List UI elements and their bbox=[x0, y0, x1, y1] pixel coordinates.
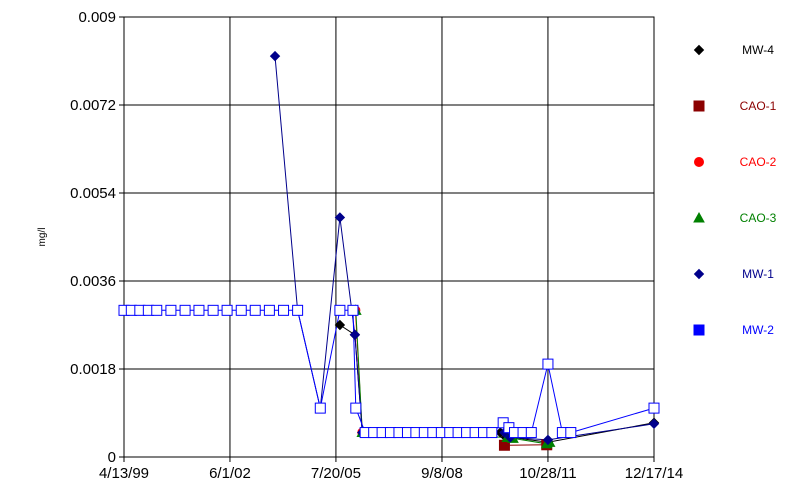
y-tick-label: 0 bbox=[108, 449, 116, 466]
y-axis-label: mg/l bbox=[37, 228, 48, 247]
y-tick-label: 0.0018 bbox=[70, 361, 116, 378]
y-tick-label: 0.009 bbox=[78, 9, 116, 26]
data-point-mw-2 bbox=[648, 402, 660, 414]
legend-label: MW-2 bbox=[742, 323, 774, 337]
x-tick-label: 7/20/05 bbox=[311, 465, 361, 482]
x-tick-label: 6/1/02 bbox=[209, 465, 251, 482]
data-point-mw-2 bbox=[278, 304, 290, 316]
legend-marker-cao-3 bbox=[693, 211, 705, 223]
series-lines bbox=[124, 56, 655, 446]
series-line-mw-4 bbox=[339, 324, 655, 443]
legend-marker-mw-1 bbox=[693, 268, 705, 280]
legend-label: CAO-1 bbox=[740, 99, 777, 113]
data-point-mw-1 bbox=[349, 329, 361, 340]
series-markers bbox=[118, 50, 660, 451]
data-point-mw-2 bbox=[525, 427, 537, 439]
y-axis-ticks: 0 0.0018 0.0036 0.0054 0.0072 0.009 bbox=[70, 9, 124, 466]
y-tick-label: 0.0054 bbox=[70, 185, 116, 202]
gridlines bbox=[124, 17, 654, 457]
data-point-mw-2 bbox=[235, 304, 247, 316]
data-point-mw-2 bbox=[347, 304, 359, 316]
series-line-mw-2 bbox=[124, 309, 655, 434]
data-point-mw-2 bbox=[151, 304, 163, 316]
data-point-mw-4 bbox=[334, 319, 346, 331]
data-point-mw-2 bbox=[486, 427, 498, 439]
data-point-mw-2 bbox=[207, 304, 219, 316]
data-point-mw-2 bbox=[193, 304, 205, 316]
data-point-mw-2 bbox=[179, 304, 191, 316]
y-tick-label: 0.0072 bbox=[70, 97, 116, 114]
data-point-mw-2 bbox=[542, 358, 554, 370]
legend-label: CAO-2 bbox=[740, 155, 777, 169]
x-tick-label: 4/13/99 bbox=[99, 465, 149, 482]
series-line-cao-3 bbox=[355, 310, 550, 445]
series-line-cao-1 bbox=[504, 444, 547, 446]
data-point-mw-2 bbox=[314, 402, 326, 414]
data-point-mw-2 bbox=[334, 304, 346, 316]
x-axis-ticks: 4/13/99 6/1/02 7/20/05 9/8/08 10/28/11 12/17/… bbox=[99, 457, 683, 482]
data-point-mw-1 bbox=[542, 434, 554, 446]
x-tick-label: 10/28/11 bbox=[519, 465, 576, 482]
plot-frame bbox=[123, 16, 655, 458]
data-point-mw-1 bbox=[334, 212, 346, 223]
legend-marker-mw-4 bbox=[693, 44, 705, 56]
plot-area bbox=[118, 16, 660, 458]
legend-label: MW-1 bbox=[742, 267, 774, 281]
data-point-mw-2 bbox=[249, 304, 261, 316]
data-point-mw-2 bbox=[263, 304, 275, 316]
data-point-mw-2 bbox=[350, 402, 362, 414]
data-point-mw-1 bbox=[648, 418, 660, 429]
y-tick-label: 0.0036 bbox=[70, 273, 116, 290]
data-point-mw-2 bbox=[221, 304, 233, 316]
data-point-mw-2 bbox=[165, 304, 177, 316]
data-point-mw-2 bbox=[565, 427, 577, 439]
legend-marker-mw-2 bbox=[693, 324, 705, 336]
legend-marker-cao-2 bbox=[694, 157, 704, 167]
x-tick-label: 9/8/08 bbox=[421, 465, 463, 482]
data-point-mw-2 bbox=[292, 304, 304, 316]
x-tick-label: 12/17/14 bbox=[625, 465, 683, 482]
legend-label: CAO-3 bbox=[740, 211, 777, 225]
legend-label: MW-4 bbox=[742, 43, 774, 57]
series-line-mw-1 bbox=[274, 56, 655, 441]
legend: MW-4 CAO-1 CAO-2 CAO-3 MW-1 MW-2 bbox=[693, 43, 777, 337]
data-point-mw-1 bbox=[269, 50, 281, 62]
legend-marker-cao-1 bbox=[693, 100, 705, 112]
